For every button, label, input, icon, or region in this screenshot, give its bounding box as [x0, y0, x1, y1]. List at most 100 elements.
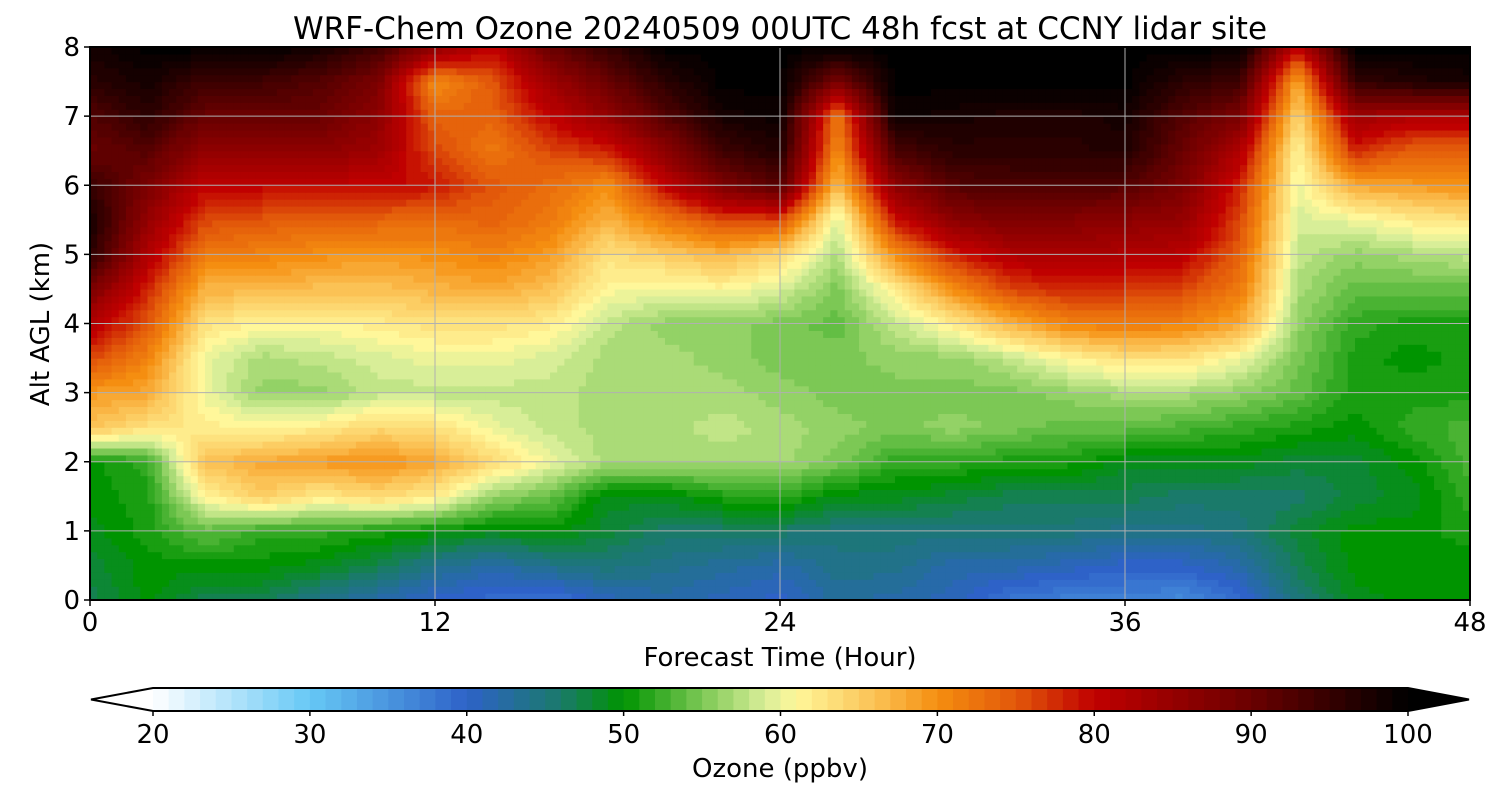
heat-cell: [1139, 530, 1148, 539]
heat-cell: [959, 496, 968, 504]
heat-cell: [974, 586, 982, 594]
heat-cell: [478, 496, 486, 504]
heat-cell: [1369, 482, 1378, 490]
heat-cell: [1038, 565, 1047, 573]
heat-cell: [1297, 517, 1306, 525]
heat-cell: [197, 461, 206, 470]
heat-cell: [1355, 586, 1363, 594]
heat-cell: [262, 517, 271, 525]
heat-cell: [276, 447, 285, 456]
heat-cell: [585, 530, 594, 539]
heat-cell: [1103, 441, 1112, 449]
heat-cell: [499, 530, 508, 539]
heat-cell: [514, 503, 522, 511]
heat-cell: [1031, 454, 1040, 463]
heat-cell: [765, 468, 774, 477]
heat-cell: [1434, 447, 1442, 456]
heat-cell: [665, 523, 673, 532]
heat-cell: [535, 565, 544, 573]
heat-cell: [873, 489, 882, 497]
heat-cell: [1390, 544, 1399, 553]
heat-cell: [1383, 447, 1392, 456]
heat-cell: [463, 586, 472, 594]
heat-cell: [147, 593, 156, 600]
heat-cell: [233, 420, 242, 428]
heat-cell: [1060, 510, 1069, 518]
heat-cell: [1010, 420, 1018, 428]
heat-cell: [736, 579, 745, 587]
heat-cell: [320, 420, 328, 428]
heat-cell: [542, 517, 551, 525]
heat-cell: [679, 530, 688, 539]
heat-cell: [226, 517, 235, 525]
heat-cell: [1254, 475, 1263, 484]
heat-cell: [1146, 537, 1155, 546]
heat-cell: [988, 530, 997, 539]
heat-cell: [420, 468, 429, 477]
heat-cell: [1254, 454, 1263, 463]
heat-cell: [1390, 454, 1399, 463]
heat-cell: [456, 441, 465, 449]
heat-cell: [923, 420, 932, 428]
heat-cell: [284, 475, 292, 484]
heat-cell: [801, 544, 810, 553]
heat-cell: [1153, 586, 1162, 594]
heat-cell: [147, 503, 156, 511]
heat-cell: [1045, 593, 1054, 600]
heat-cell: [118, 475, 127, 484]
heat-cell: [557, 537, 565, 546]
heat-cell: [729, 482, 738, 490]
heat-cell: [269, 544, 278, 553]
heat-cell: [420, 530, 429, 539]
heat-cell: [183, 544, 192, 553]
heat-cell: [564, 517, 573, 525]
heat-cell: [492, 454, 501, 463]
heat-cell: [133, 420, 141, 428]
heat-cell: [988, 482, 997, 490]
heat-cell: [585, 586, 594, 594]
heat-cell: [363, 468, 371, 477]
heat-cell: [1247, 475, 1255, 484]
heat-cell: [212, 427, 220, 435]
heat-cell: [1333, 482, 1342, 490]
heat-cell: [744, 558, 752, 567]
heat-cell: [772, 489, 781, 497]
heat-cell: [657, 544, 666, 553]
heat-cell: [269, 530, 278, 539]
heat-cell: [672, 468, 680, 477]
heat-cell: [1426, 551, 1435, 560]
heat-cell: [758, 475, 767, 484]
heat-cell: [902, 461, 910, 470]
heat-cell: [427, 572, 436, 580]
heat-cell: [240, 434, 249, 442]
heat-cell: [305, 537, 314, 546]
heat-cell: [1196, 593, 1205, 600]
heat-cell: [1096, 551, 1105, 560]
heat-cell: [399, 517, 407, 525]
heat-cell: [1347, 454, 1356, 463]
heat-cell: [607, 517, 616, 525]
heat-cell: [1175, 579, 1184, 587]
heat-cell: [657, 441, 666, 449]
heat-cell: [981, 475, 990, 484]
heat-cell: [442, 510, 450, 518]
heat-cell: [284, 420, 292, 428]
heat-cell: [1290, 565, 1299, 573]
heat-cell: [269, 503, 278, 511]
heat-cell: [284, 427, 292, 435]
heat-cell: [1455, 530, 1464, 539]
heat-cell: [873, 420, 882, 428]
heat-cell: [384, 489, 393, 497]
heat-cell: [945, 593, 954, 600]
heat-cell: [1376, 441, 1385, 449]
heat-cell: [1347, 572, 1356, 580]
heat-cell: [1240, 489, 1248, 497]
heat-cell: [1333, 510, 1342, 518]
heat-cell: [140, 427, 149, 435]
heat-cell: [1017, 551, 1025, 560]
heat-cell: [161, 593, 170, 600]
heat-cell: [161, 572, 170, 580]
heat-cell: [895, 586, 903, 594]
heat-cell: [506, 420, 515, 428]
heat-cell: [794, 572, 803, 580]
